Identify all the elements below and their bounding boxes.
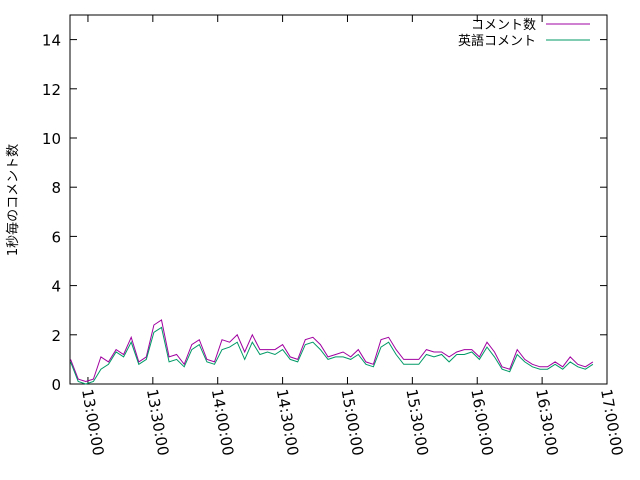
y-tick-label: 10 xyxy=(42,130,61,148)
x-tick-label: 13:30:00 xyxy=(143,388,172,457)
x-tick-label: 17:00:00 xyxy=(597,388,626,457)
x-tick-label: 15:00:00 xyxy=(338,388,367,457)
x-tick-label: 13:00:00 xyxy=(78,388,107,457)
y-tick-label: 6 xyxy=(51,228,61,246)
x-tick-label: 14:30:00 xyxy=(273,388,302,457)
y-tick-label: 8 xyxy=(51,179,61,197)
series-line-2 xyxy=(70,326,594,385)
y-tick-label: 12 xyxy=(42,81,61,99)
series-line-1 xyxy=(70,319,594,383)
legend-label-2: 英語コメント xyxy=(458,33,536,49)
series-lines xyxy=(70,319,594,385)
legend-label-1: コメント数 xyxy=(471,18,536,33)
y-tick-label: 14 xyxy=(42,32,61,50)
axes: 0 2 4 6 8 10 12 14 13:00:00 13:30:00 14:00:00 14:30… xyxy=(42,14,626,457)
y-axis-label: 1秒毎のコメント数 xyxy=(5,144,21,256)
x-tick-label: 15:30:00 xyxy=(402,388,431,457)
x-tick-label: 16:00:00 xyxy=(467,388,496,457)
y-tick-label: 4 xyxy=(51,278,61,296)
y-tick-label: 0 xyxy=(51,376,61,394)
y-tick-label: 2 xyxy=(51,327,61,345)
x-tick-label: 16:30:00 xyxy=(532,388,561,457)
plot-frame xyxy=(69,14,608,385)
x-tick-label: 14:00:00 xyxy=(208,388,237,457)
